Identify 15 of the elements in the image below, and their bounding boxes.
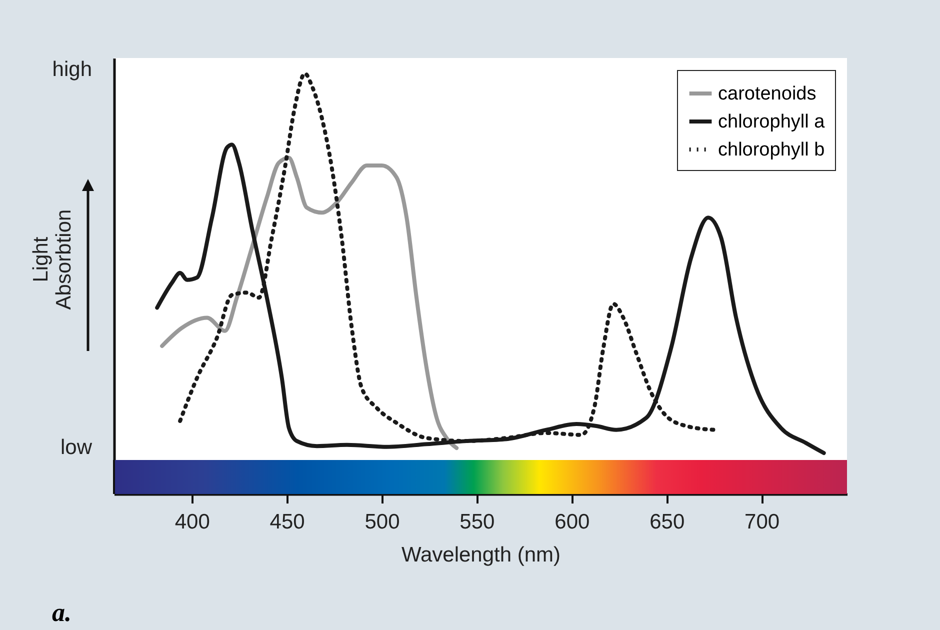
y-axis-title: Light Absorbtion <box>30 209 76 310</box>
text: low <box>60 436 93 459</box>
x-tick-label: 550 <box>460 510 495 534</box>
text: high <box>52 58 92 81</box>
x-tick-label: 450 <box>270 510 305 534</box>
x-tick-label: 600 <box>554 510 590 534</box>
legend-label: carotenoids <box>718 84 816 104</box>
x-axis-title: Wavelength (nm) <box>401 544 561 566</box>
x-tick-label: 400 <box>174 510 210 534</box>
x-tick-label: 650 <box>650 510 685 534</box>
legend-label: chlorophyll b <box>718 140 825 160</box>
x-tick-label: 700 <box>744 510 780 534</box>
x-tick-label: 500 <box>364 510 400 534</box>
text: a. <box>52 598 72 628</box>
legend-label: chlorophyll a <box>718 112 826 132</box>
